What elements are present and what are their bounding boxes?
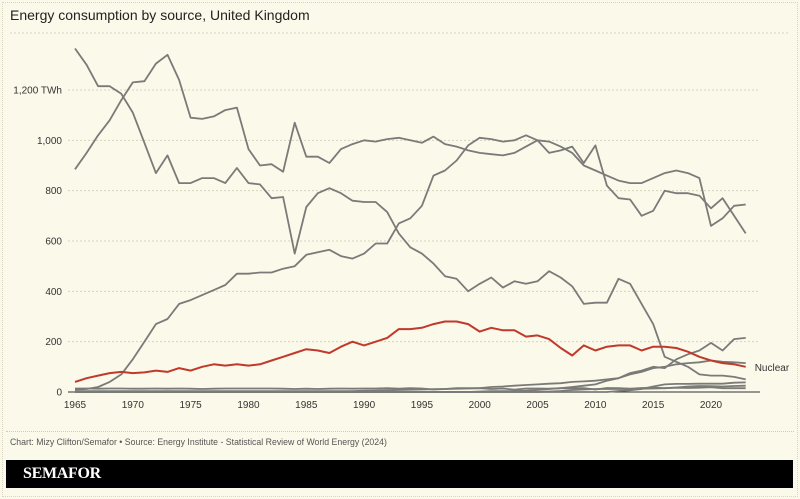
gridlines [10, 32, 790, 393]
y-tick-label: 0 [56, 388, 62, 399]
x-axis-ticks: 1965 1970 1975 1980 1985 1990 1995 2000 2005 2010… [64, 400, 723, 411]
x-tick-label: 2000 [469, 400, 492, 411]
y-tick-label: 600 [45, 237, 62, 248]
x-tick-label: 1980 [237, 400, 260, 411]
brand-bar: SEMAFOR [6, 460, 793, 488]
series-line [75, 359, 746, 393]
y-tick-label: 1,000 [37, 136, 62, 147]
y-tick-label: 400 [45, 287, 62, 298]
y-tick-label: 800 [45, 186, 62, 197]
series-lines [74, 47, 747, 393]
y-tick-label: 1,200 TWh [13, 86, 62, 97]
series-line [75, 384, 746, 393]
x-tick-label: 1965 [64, 400, 87, 411]
footer-divider [6, 431, 794, 432]
series-line [74, 47, 746, 381]
x-tick-label: 1975 [180, 400, 203, 411]
series-line [75, 337, 746, 393]
series-line-nuclear [74, 320, 746, 383]
x-tick-label: 1985 [295, 400, 318, 411]
chart-title: Energy consumption by source, United Kin… [10, 7, 310, 23]
x-tick-label: 1995 [411, 400, 434, 411]
x-tick-label: 2015 [642, 400, 665, 411]
y-axis-ticks: 0 200 400 600 800 1,000 1,200 TWh [13, 86, 62, 399]
y-tick-label: 200 [45, 337, 62, 348]
brand-logo: SEMAFOR [23, 465, 101, 482]
series-line [74, 53, 746, 227]
series-labels: Nuclear [755, 363, 790, 374]
x-tick-label: 1970 [122, 400, 145, 411]
x-tick-label: 1990 [353, 400, 376, 411]
series-line [74, 134, 747, 391]
source-note: Chart: Mizy Clifton/Semafor • Source: En… [10, 437, 387, 448]
x-tick-label: 2010 [584, 400, 607, 411]
x-tick-label: 2005 [526, 400, 549, 411]
series-label-nuclear: Nuclear [755, 363, 790, 374]
x-tick-label: 2020 [700, 400, 723, 411]
